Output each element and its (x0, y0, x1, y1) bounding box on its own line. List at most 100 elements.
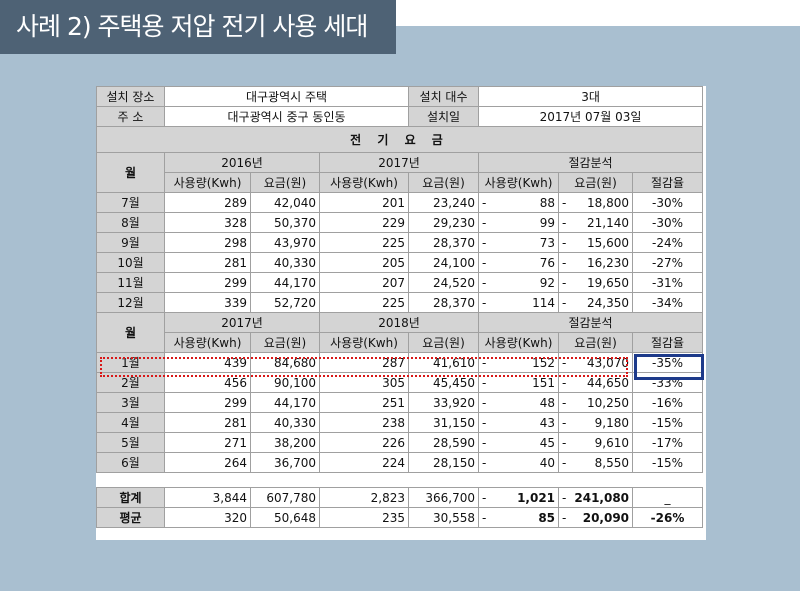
avg-diff-usage: - 85 (478, 507, 560, 528)
table-row: 2월 456 90,100 305 45,450-151-44,650 -33% (96, 372, 704, 393)
month-cell: 4월 (96, 412, 165, 433)
value: 44,650 (587, 375, 630, 390)
value: 16,230 (587, 255, 630, 270)
value: 21,140 (587, 215, 630, 230)
rate-cell: -16% (632, 392, 704, 413)
rate-cell: -34% (632, 292, 704, 313)
dash: - (482, 355, 487, 370)
usage-b-cell: 225 (318, 292, 410, 313)
value: 73 (539, 235, 556, 250)
diff-usage-cell: - 73 (478, 232, 560, 253)
header-row-years-1: 월 2016년 2017년 절감분석 (96, 152, 704, 193)
install-date-label: 설치일 (408, 106, 480, 127)
dash: - (562, 435, 567, 450)
rate-cell: -27% (632, 252, 704, 273)
fee-a-cell: 40,330 (250, 252, 320, 273)
info-row-location: 설치 장소 대구광역시 주택 설치 대수 3대 (96, 86, 704, 107)
usage-a-cell: 281 (164, 252, 251, 273)
header-row-cols-2: 사용량(Kwh) 요금(원) 사용량(Kwh) 요금(원) 사용량(Kwh) 요… (97, 332, 704, 353)
rate-header: 절감율 (632, 332, 704, 353)
usage-header: 사용량(Kwh) (478, 332, 560, 353)
fee-header: 요금(원) (250, 332, 320, 353)
dash: - (562, 455, 567, 470)
fee-b-cell: 28,370 (408, 292, 480, 313)
spacer-cell (96, 472, 703, 488)
rate-cell: -30% (632, 192, 704, 213)
year-header-2018: 2018년 (318, 312, 480, 333)
dash: - (482, 255, 487, 270)
fee-table-document: 설치 장소 대구광역시 주택 설치 대수 3대 주 소 대구광역시 중구 동인동… (95, 86, 706, 540)
month-cell: 6월 (96, 452, 165, 473)
dash: - (562, 235, 567, 250)
header-row-cols-1: 사용량(Kwh) 요금(원) 사용량(Kwh) 요금(원) 사용량(Kwh) 요… (97, 172, 704, 193)
value: 20,090 (582, 510, 630, 525)
fee-b-cell: 33,920 (408, 392, 480, 413)
diff-fee-cell: - 15,600 (558, 232, 634, 253)
diff-fee-cell: - 18,800 (558, 192, 634, 213)
diff-usage-cell: - 92 (478, 272, 560, 293)
fee-b-cell: 28,150 (408, 452, 480, 473)
rate-cell: -24% (632, 232, 704, 253)
fee-header: 요금(원) (250, 172, 320, 193)
diff-usage-cell: - 114 (478, 292, 560, 313)
value: 19,650 (587, 275, 630, 290)
fee-b-cell: 24,520 (408, 272, 480, 293)
usage-b-cell: 251 (318, 392, 410, 413)
avg-usage-a: 320 (164, 507, 251, 528)
usage-a-cell: 271 (164, 432, 251, 453)
fee-header: 요금(원) (408, 332, 480, 353)
table-row: 6월 264 36,700 224 28,150-40-8,550 -15% (96, 452, 704, 473)
location-label: 설치 장소 (96, 86, 165, 107)
usage-header: 사용량(Kwh) (318, 332, 410, 353)
usage-a-cell: 299 (164, 272, 251, 293)
address-label: 주 소 (96, 106, 165, 127)
value: 18,800 (587, 195, 630, 210)
average-row: 평균 320 50,648 235 30,558 -85 -20,090 -26… (96, 507, 704, 528)
diff-usage-cell: - 99 (478, 212, 560, 233)
dash: - (482, 455, 487, 470)
month-header: 월 (96, 152, 165, 193)
usage-header: 사용량(Kwh) (164, 332, 251, 353)
diff-fee-cell: - 16,230 (558, 252, 634, 273)
fee-a-cell: 44,170 (250, 392, 320, 413)
value: 114 (532, 295, 556, 310)
value: 10,250 (587, 395, 630, 410)
diff-usage-cell: - 48 (478, 392, 560, 413)
table-row: 4월 281 40,330 238 31,150-43-9,180 -15% (96, 412, 704, 433)
dash: - (562, 275, 567, 290)
spacer-row (96, 472, 703, 488)
dash: - (562, 295, 567, 310)
usage-b-cell: 207 (318, 272, 410, 293)
fee-header: 요금(원) (558, 172, 634, 193)
table-row: 12월 339 52,720 225 28,370-114-24,350 -34% (96, 292, 704, 313)
fee-header: 요금(원) (558, 332, 634, 353)
fee-b-cell: 28,590 (408, 432, 480, 453)
dash: - (562, 195, 567, 210)
usage-a-cell: 339 (164, 292, 251, 313)
year-header-2016: 2016년 (164, 152, 320, 173)
rate-header: 절감율 (632, 172, 704, 193)
dash: - (562, 510, 567, 525)
dash: - (482, 490, 487, 505)
value: 85 (538, 510, 556, 525)
value: 8,550 (594, 455, 630, 470)
fee-b-cell: 31,150 (408, 412, 480, 433)
diff-fee-cell: - 44,650 (558, 372, 634, 393)
total-usage-a: 3,844 (164, 487, 251, 508)
highlight-row-frame (100, 357, 628, 377)
value: 24,350 (587, 295, 630, 310)
value: 40 (539, 455, 556, 470)
fee-a-cell: 40,330 (250, 412, 320, 433)
background-strip (396, 26, 800, 54)
diff-fee-cell: - 8,550 (558, 452, 634, 473)
year-header-2017: 2017년 (164, 312, 320, 333)
usage-b-cell: 201 (318, 192, 410, 213)
dash: - (562, 415, 567, 430)
table-row: 8월 328 50,370 229 29,230-99-21,140 -30% (96, 212, 704, 233)
dash: - (482, 415, 487, 430)
usage-header: 사용량(Kwh) (164, 172, 251, 193)
usage-a-cell: 281 (164, 412, 251, 433)
value: 43 (539, 415, 556, 430)
usage-b-cell: 225 (318, 232, 410, 253)
value: 45 (539, 435, 556, 450)
